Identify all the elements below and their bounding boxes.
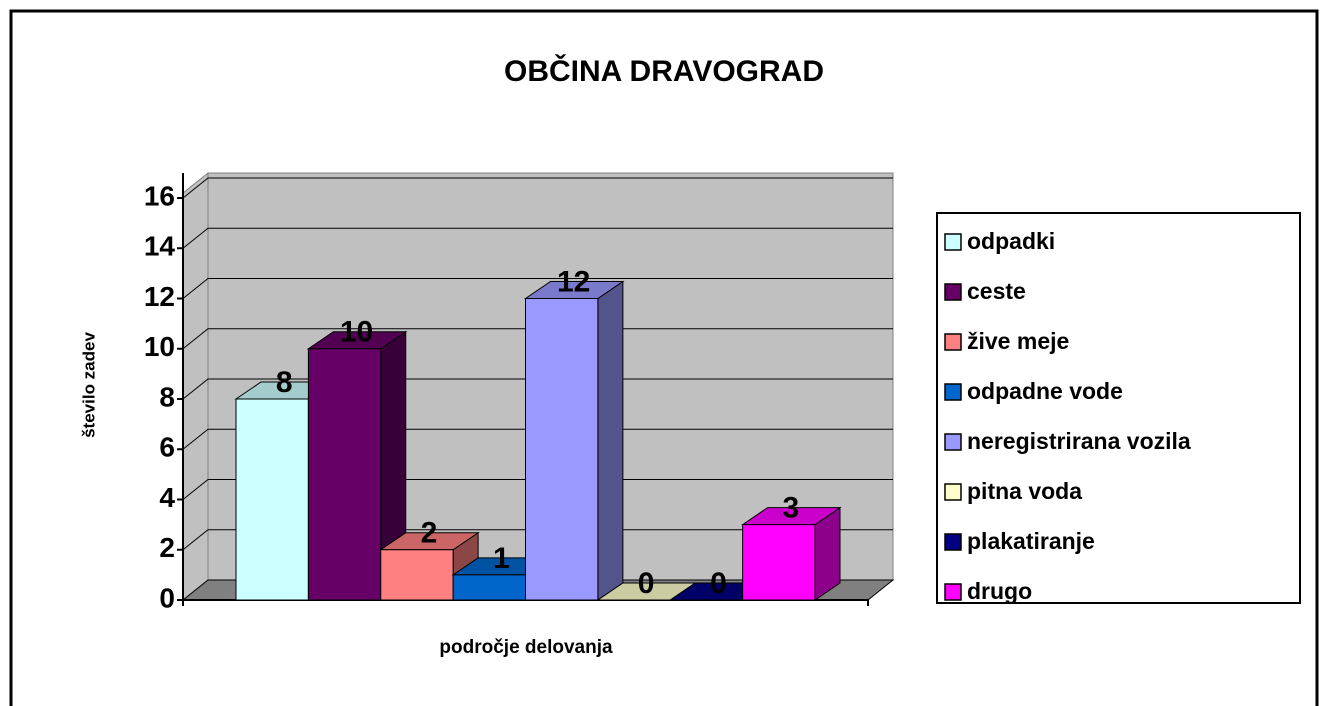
data-label: 0 [638, 567, 655, 600]
grid-line [182, 227, 893, 249]
y-tick-label: 14 [144, 231, 176, 262]
chart-title: OBČINA DRAVOGRAD [504, 54, 824, 88]
legend-label: drugo [967, 578, 1032, 604]
legend-swatch [944, 583, 962, 601]
data-label: 0 [710, 567, 727, 600]
y-axis-label: število zadev [79, 332, 98, 438]
y-tick-label: 8 [159, 381, 175, 412]
grid-line [182, 278, 893, 299]
legend-label: ceste [967, 278, 1026, 304]
y-tick-label: 16 [144, 180, 175, 211]
bar [525, 298, 599, 601]
legend-swatch [944, 533, 962, 551]
legend-label: pitna voda [967, 478, 1082, 504]
data-label: 8 [276, 366, 293, 399]
legend-label: žive meje [967, 328, 1069, 354]
grid-line [182, 177, 893, 199]
side-wall [182, 171, 209, 602]
bar [307, 348, 382, 601]
data-label: 3 [782, 492, 799, 525]
legend-swatch [944, 233, 962, 251]
data-label: 12 [557, 265, 590, 298]
legend-label: odpadne vode [967, 378, 1123, 404]
bar [235, 398, 309, 601]
grid-line [182, 529, 893, 551]
bar [452, 574, 526, 601]
y-tick-label: 6 [159, 432, 175, 463]
legend-swatch [944, 333, 962, 351]
legend-label: neregistrirana vozila [967, 428, 1191, 454]
legend-label: plakatiranje [967, 528, 1095, 554]
data-label: 1 [493, 542, 510, 575]
grid-line [182, 479, 893, 500]
grid-line [182, 378, 893, 400]
y-tick-label: 10 [144, 331, 175, 362]
x-axis-label: področje delovanja [439, 637, 613, 658]
bar [742, 524, 816, 601]
bar [380, 549, 454, 601]
y-tick-label: 0 [159, 582, 175, 613]
data-label: 2 [421, 517, 438, 550]
data-label: 10 [340, 316, 373, 349]
y-tick-label: 12 [144, 281, 175, 312]
legend-swatch [944, 383, 962, 401]
y-tick-label: 4 [159, 482, 175, 513]
grid-line [182, 328, 893, 350]
grid-line [182, 428, 893, 450]
legend-swatch [944, 483, 962, 501]
legend-swatch [944, 433, 962, 451]
legend-label: odpadki [967, 228, 1055, 254]
legend [936, 212, 1301, 604]
bar-side [597, 280, 624, 601]
legend-swatch [944, 283, 962, 301]
y-tick-label: 2 [159, 532, 175, 563]
